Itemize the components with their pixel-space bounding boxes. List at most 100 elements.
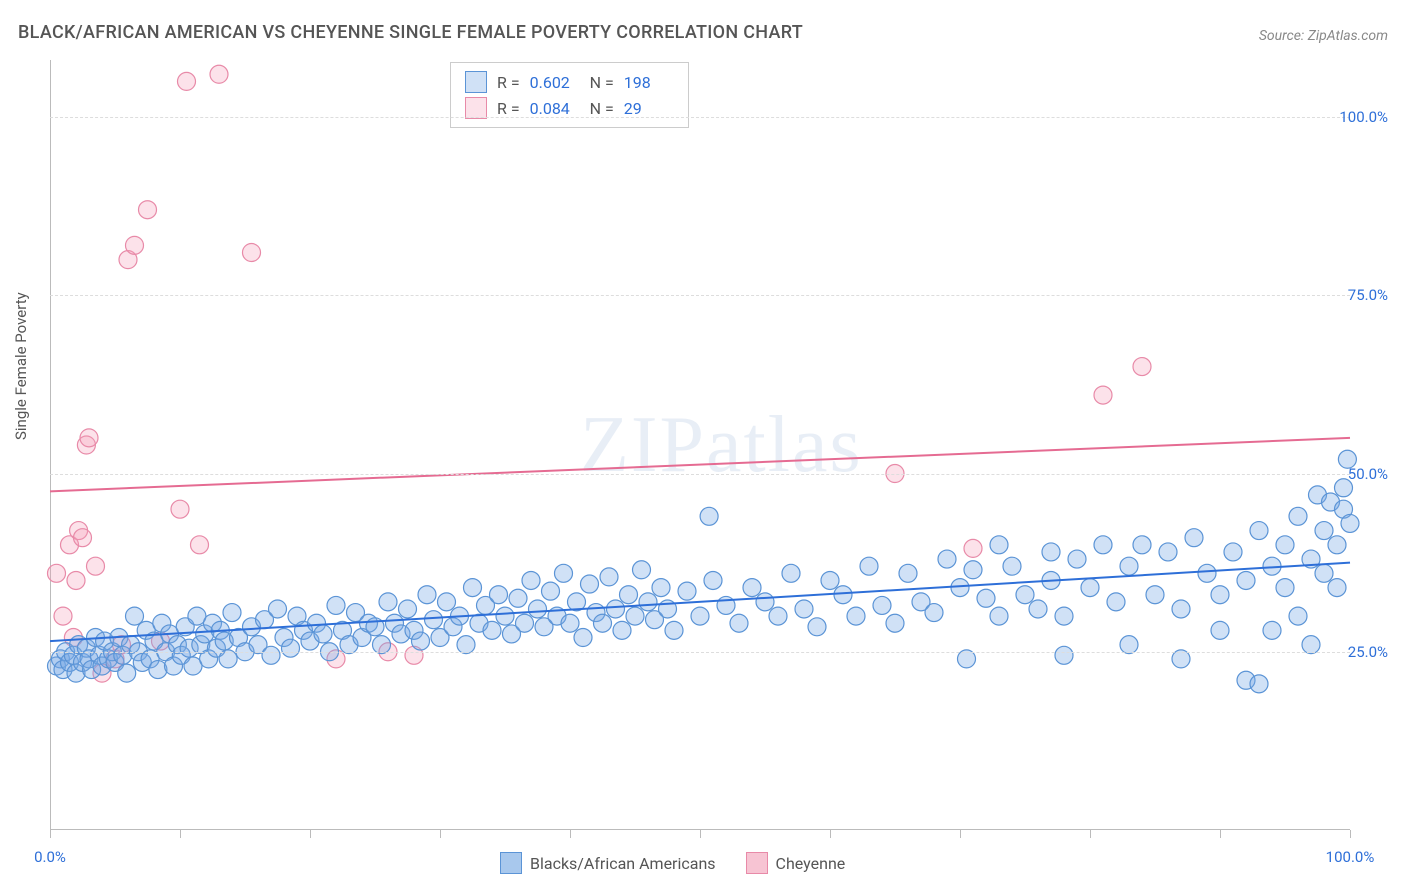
- source-attribution: Source: ZipAtlas.com: [1259, 28, 1388, 44]
- data-point: [1042, 543, 1060, 561]
- data-point: [516, 614, 534, 632]
- data-point: [1289, 607, 1307, 625]
- data-point: [769, 607, 787, 625]
- r-value: 0.084: [530, 99, 580, 118]
- legend-label: Cheyenne: [776, 854, 846, 873]
- x-tick: [570, 830, 571, 838]
- data-point: [438, 593, 456, 611]
- data-point: [464, 579, 482, 597]
- data-point: [704, 571, 722, 589]
- data-point: [262, 646, 280, 664]
- data-point: [282, 639, 300, 657]
- data-point: [639, 593, 657, 611]
- chart-title: BLACK/AFRICAN AMERICAN VS CHEYENNE SINGL…: [18, 22, 803, 43]
- data-point: [1055, 646, 1073, 664]
- data-point: [1328, 536, 1346, 554]
- data-point: [626, 607, 644, 625]
- data-point: [607, 600, 625, 618]
- legend-swatch: [500, 852, 522, 874]
- data-point: [48, 564, 66, 582]
- data-point: [925, 604, 943, 622]
- data-point: [964, 561, 982, 579]
- data-point: [743, 579, 761, 597]
- data-point: [1016, 586, 1034, 604]
- legend-item: Cheyenne: [746, 852, 846, 874]
- data-point: [678, 582, 696, 600]
- data-point: [873, 596, 891, 614]
- legend-swatch: [746, 852, 768, 874]
- data-point: [1133, 536, 1151, 554]
- data-point: [860, 557, 878, 575]
- data-point: [1094, 536, 1112, 554]
- data-point: [1328, 579, 1346, 597]
- stats-row: R = 0.602 N = 198: [465, 69, 674, 95]
- data-point: [555, 564, 573, 582]
- data-point: [1263, 621, 1281, 639]
- data-point: [87, 557, 105, 575]
- x-tick: [1090, 830, 1091, 838]
- data-point: [938, 550, 956, 568]
- trend-line: [50, 438, 1350, 491]
- data-point: [1315, 522, 1333, 540]
- x-tick-label: 0.0%: [34, 848, 66, 866]
- data-point: [665, 621, 683, 639]
- data-point: [1198, 564, 1216, 582]
- data-point: [1029, 600, 1047, 618]
- r-value: 0.602: [530, 73, 580, 92]
- data-point: [1003, 557, 1021, 575]
- x-tick: [440, 830, 441, 838]
- data-point: [600, 568, 618, 586]
- data-point: [613, 621, 631, 639]
- data-point: [223, 604, 241, 622]
- data-point: [1081, 579, 1099, 597]
- data-point: [126, 607, 144, 625]
- data-point: [756, 593, 774, 611]
- data-point: [379, 593, 397, 611]
- data-point: [1276, 579, 1294, 597]
- data-point: [594, 614, 612, 632]
- data-point: [633, 561, 651, 579]
- data-point: [1224, 543, 1242, 561]
- data-point: [490, 586, 508, 604]
- data-point: [269, 600, 287, 618]
- legend-swatch: [465, 97, 487, 119]
- data-point: [990, 536, 1008, 554]
- n-label: N =: [590, 99, 614, 118]
- data-point: [1250, 675, 1268, 693]
- data-point: [191, 536, 209, 554]
- data-point: [1289, 507, 1307, 525]
- n-value: 198: [624, 73, 674, 92]
- x-tick: [310, 830, 311, 838]
- data-point: [74, 529, 92, 547]
- gridline: [50, 652, 1350, 653]
- data-point: [977, 589, 995, 607]
- data-point: [118, 664, 136, 682]
- y-tick-label: 25.0%: [1348, 643, 1388, 661]
- data-point: [1250, 522, 1268, 540]
- r-label: R =: [497, 73, 520, 92]
- data-point: [243, 244, 261, 262]
- data-point: [80, 429, 98, 447]
- x-tick: [1220, 830, 1221, 838]
- data-point: [412, 632, 430, 650]
- legend-swatch: [465, 71, 487, 93]
- data-point: [1276, 536, 1294, 554]
- data-point: [821, 571, 839, 589]
- y-tick-label: 75.0%: [1348, 286, 1388, 304]
- data-point: [67, 571, 85, 589]
- data-point: [1120, 557, 1138, 575]
- r-label: R =: [497, 99, 520, 118]
- data-point: [990, 607, 1008, 625]
- series-legend: Blacks/African AmericansCheyenne: [500, 852, 845, 874]
- data-point: [542, 582, 560, 600]
- y-axis-label: Single Female Poverty: [12, 292, 30, 440]
- n-label: N =: [590, 73, 614, 92]
- data-point: [691, 607, 709, 625]
- data-point: [483, 621, 501, 639]
- data-point: [54, 607, 72, 625]
- data-point: [327, 596, 345, 614]
- data-point: [886, 614, 904, 632]
- data-point: [149, 661, 167, 679]
- data-point: [1146, 586, 1164, 604]
- data-point: [178, 72, 196, 90]
